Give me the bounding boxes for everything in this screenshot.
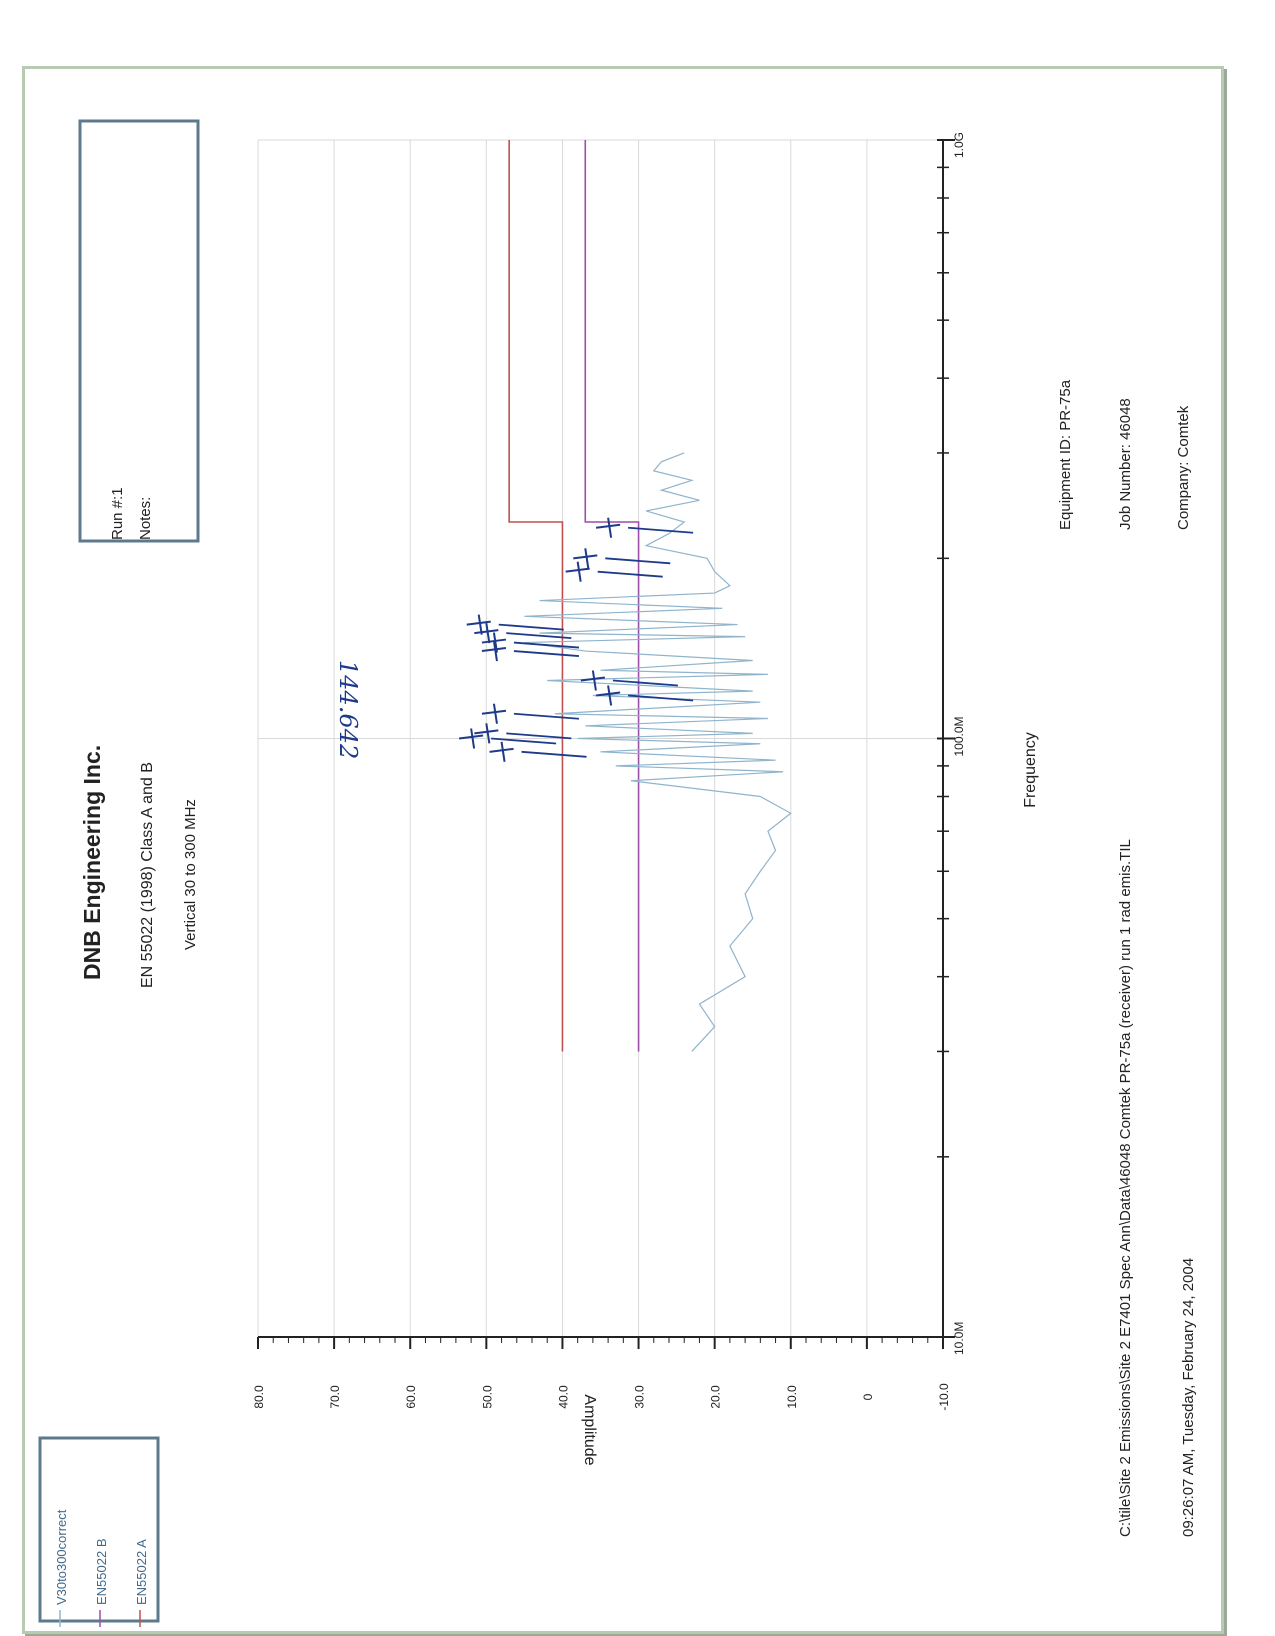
y-axis-label: Amplitude — [581, 1394, 598, 1465]
amplitude-tick-label: 60.0 — [404, 1385, 418, 1409]
amplitude-tick-label: 0 — [861, 1393, 875, 1400]
pen-mark-cross — [607, 685, 613, 706]
standard-subtitle: EN 55022 (1998) Class A and B — [139, 762, 156, 988]
pen-mark-line — [628, 526, 694, 534]
run-notes-box: Run #:1 Notes: — [78, 119, 200, 543]
scan-subtitle: Vertical 30 to 300 MHz — [182, 799, 199, 950]
pen-mark-line — [506, 732, 572, 740]
pen-mark-line — [498, 623, 564, 631]
pen-mark-cross — [584, 548, 590, 569]
pen-mark-cross — [458, 734, 484, 740]
pen-mark-cross — [500, 741, 506, 762]
limit-lines — [508, 140, 640, 1052]
file-path: C:\tile\Site 2 Emissions\Site 2 E7401 Sp… — [1117, 839, 1134, 1537]
amplitude-tick-label: 20.0 — [709, 1385, 723, 1409]
pen-mark-cross — [595, 523, 621, 529]
job-number: Job Number: 46048 — [1117, 398, 1134, 530]
pen-mark-cross — [477, 614, 483, 635]
pen-mark-cross — [595, 691, 621, 697]
limit-line-en55022-b — [584, 140, 640, 1052]
pen-mark-line — [491, 737, 557, 745]
x-axis-label: Frequency — [1022, 732, 1039, 808]
timestamp: 09:26:07 AM, Tuesday, February 24, 2004 — [1180, 1258, 1197, 1537]
limit-line-en55022-a — [508, 140, 564, 1052]
trace-layer — [524, 452, 792, 1052]
amplitude-tick-label: 70.0 — [328, 1385, 342, 1409]
pen-mark-cross — [565, 567, 590, 573]
pen-mark-cross — [492, 632, 498, 653]
frequency-tick-label: 10.0M — [952, 1322, 966, 1355]
pen-mark-cross — [607, 517, 613, 538]
pen-mark-cross — [466, 620, 491, 626]
pen-mark-cross — [474, 729, 499, 735]
pen-mark-cross — [474, 629, 499, 635]
company-title: DNB Engineering Inc. — [79, 745, 105, 980]
pen-mark-cross — [481, 709, 507, 715]
pen-mark-cross — [481, 647, 507, 653]
pen-mark-line — [513, 650, 580, 657]
handwritten-frequency: 144.642 — [334, 660, 362, 759]
pen-mark-line — [612, 679, 678, 687]
pen-mark-cross — [492, 640, 498, 662]
legend-label-limit-b: EN55022 B — [94, 1539, 109, 1606]
axes — [257, 139, 955, 1349]
amplitude-tick-label: 80.0 — [252, 1385, 266, 1409]
pen-mark-cross — [492, 703, 498, 724]
frequency-tick-label: 100.0M — [952, 716, 966, 756]
legend-label-limit-a: EN55022 A — [134, 1539, 149, 1605]
pen-mark-cross — [485, 723, 491, 744]
plot-area: -10.0 0 10.0 20.0 30.0 40.0 50.0 60.0 70.0 80.0 10… — [252, 132, 966, 1411]
amplitude-tick-label: 30.0 — [633, 1385, 647, 1409]
company-name: Company: Comtek — [1175, 405, 1192, 530]
run-notes-label: Notes: — [137, 497, 154, 540]
pen-mark-line — [597, 570, 663, 578]
run-number: Run #:1 — [109, 487, 126, 540]
tick-labels: -10.0 0 10.0 20.0 30.0 40.0 50.0 60.0 70.0 80.0 10… — [252, 132, 966, 1411]
pen-mark-line — [513, 641, 580, 649]
pen-mark-cross — [489, 747, 514, 753]
pen-mark-cross — [485, 622, 491, 644]
pen-mark-cross — [580, 676, 606, 682]
amplitude-tick-label: 50.0 — [480, 1385, 494, 1409]
amplitude-tick-label: 10.0 — [785, 1385, 799, 1409]
handwritten-annotations — [458, 517, 694, 762]
grid — [257, 139, 943, 1337]
pen-mark-cross — [591, 670, 597, 691]
amplitude-tick-label: 40.0 — [556, 1385, 570, 1409]
pen-mark-cross — [481, 638, 507, 644]
series-trace-v30to300correct — [524, 452, 792, 1052]
legend: V30to300correct EN55022 B EN55022 A — [38, 1436, 160, 1627]
frequency-tick-label: 1.0G — [952, 132, 966, 158]
pen-mark-cross — [573, 554, 598, 560]
pen-mark-line — [521, 750, 587, 758]
pen-mark-line — [605, 557, 671, 565]
pen-mark-line — [506, 632, 572, 640]
pen-mark-cross — [470, 728, 476, 749]
pen-mark-line — [513, 712, 580, 720]
amplitude-tick-label: -10.0 — [937, 1383, 951, 1411]
pen-mark-line — [628, 694, 694, 702]
pen-mark-cross — [576, 561, 582, 582]
equipment-id: Equipment ID: PR-75a — [1057, 379, 1074, 530]
chart-frame — [22, 66, 1224, 1634]
legend-label-trace: V30to300correct — [54, 1509, 69, 1605]
